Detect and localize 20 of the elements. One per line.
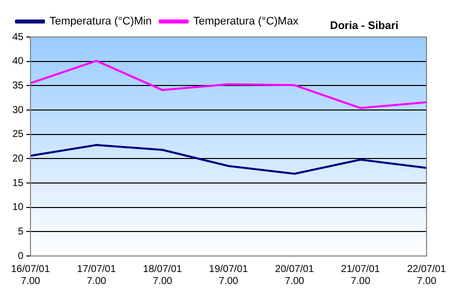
x-tick-label: 22/07/01 7.00 — [407, 264, 446, 287]
y-tick-label: 45 — [12, 32, 24, 43]
y-tick-label: 35 — [12, 80, 24, 92]
legend-label: Temperatura (°C)Max — [193, 16, 299, 28]
x-tick-label: 19/07/01 7.00 — [209, 264, 248, 287]
y-tick-label: 10 — [12, 202, 24, 214]
y-tick-label: 15 — [12, 178, 24, 189]
legend-label: Temperatura (°C)Min — [50, 16, 152, 28]
x-tick-label: 20/07/01 7.00 — [275, 264, 314, 287]
y-tick-label: 30 — [12, 104, 24, 116]
y-tick-label: 40 — [12, 56, 24, 68]
chart-title: Doria - Sibari — [330, 20, 398, 32]
y-tick-label: 5 — [18, 226, 24, 238]
y-tick-label: 20 — [12, 153, 24, 164]
x-tick-label: 16/07/01 7.00 — [10, 264, 50, 287]
x-tick-label: 17/07/01 7.00 — [77, 264, 116, 287]
y-tick-label: 25 — [12, 129, 24, 140]
x-tick-label: 21/07/01 7.00 — [341, 264, 380, 287]
y-tick-label: 0 — [18, 250, 24, 262]
x-tick-label: 18/07/01 7.00 — [143, 264, 182, 287]
